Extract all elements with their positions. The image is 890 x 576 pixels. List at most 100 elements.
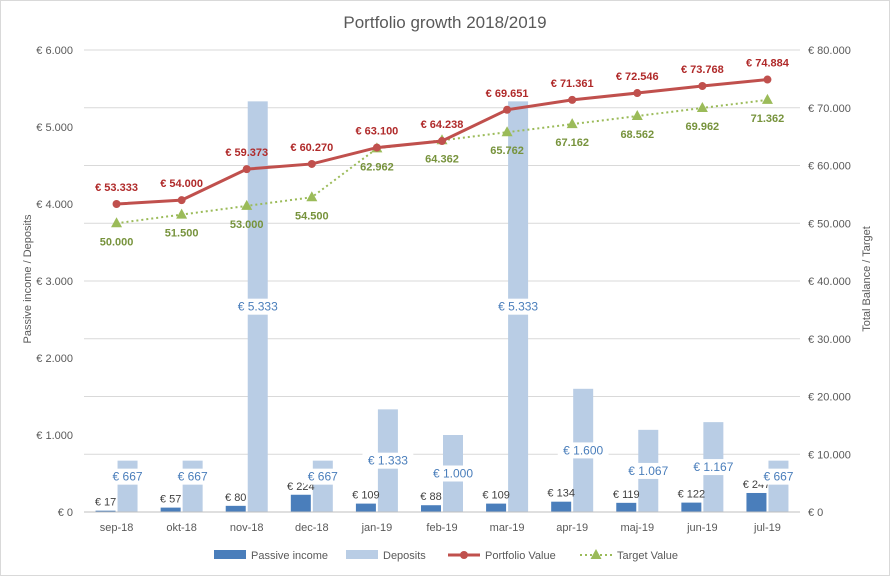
legend-marker-portfolio-value <box>460 551 468 559</box>
x-tick-label: jun-19 <box>686 522 718 534</box>
deposits-label-bg <box>427 465 479 482</box>
passive-income-bar <box>95 510 116 512</box>
portfolio-value-label: € 74.884 <box>746 58 790 70</box>
target-value-label: 62.962 <box>360 161 394 173</box>
deposits-label: € 1.333 <box>368 454 408 468</box>
legend-label-passive-income: Passive income <box>251 550 328 562</box>
target-value-marker <box>111 217 123 228</box>
passive-income-label: € 109 <box>482 490 510 502</box>
passive-income-bar <box>681 502 702 512</box>
target-value-label: 71.362 <box>751 113 785 125</box>
portfolio-value-marker <box>763 75 772 84</box>
deposits-label: € 5.333 <box>498 300 538 314</box>
passive-income-bar <box>616 502 637 512</box>
legend: Passive income Deposits Portfolio Value Tar… <box>214 549 678 562</box>
deposits-bar <box>182 460 203 512</box>
portfolio-value-marker <box>177 196 186 205</box>
x-tick-label: apr-19 <box>556 522 588 534</box>
deposits-label: € 667 <box>178 470 208 484</box>
passive-income-label: € 80 <box>225 492 246 504</box>
y-left-tick-label: € 6.000 <box>36 45 73 57</box>
passive-income-label: € 88 <box>420 491 441 503</box>
deposits-label-bg <box>687 459 739 476</box>
portfolio-value-label: € 54.000 <box>160 178 203 190</box>
target-value-label: 51.500 <box>165 228 199 240</box>
portfolio-value-marker <box>633 89 642 98</box>
y-left-tick-label: € 4.000 <box>36 199 73 211</box>
passive-income-label: € 134 <box>547 488 575 500</box>
x-tick-label: jan-19 <box>361 522 393 534</box>
deposits-bar <box>117 460 138 512</box>
passive-income-label: € 57 <box>160 494 181 506</box>
deposits-label: € 667 <box>763 470 793 484</box>
passive-income-label: € 17 <box>95 497 116 509</box>
portfolio-value-label: € 59.373 <box>225 147 268 159</box>
target-value-marker <box>241 199 253 210</box>
passive-income-bar <box>160 507 181 512</box>
portfolio-value-label: € 72.546 <box>616 71 659 83</box>
x-tick-label: dec-18 <box>295 522 329 534</box>
x-tick-label: maj-19 <box>620 522 654 534</box>
portfolio-value-label: € 64.238 <box>421 119 464 131</box>
portfolio-value-marker <box>438 137 446 146</box>
y-right-axis-title: Total Balance / Target <box>861 226 873 332</box>
y-left-tick-label: € 0 <box>58 507 73 519</box>
target-value-label: 67.162 <box>555 137 589 149</box>
deposits-label-bg <box>232 298 284 315</box>
target-value-marker <box>761 93 773 104</box>
x-tick-label: sep-18 <box>100 522 134 534</box>
target-value-label: 54.500 <box>295 210 329 222</box>
deposits-bar <box>312 460 333 512</box>
target-value-marker <box>696 101 708 112</box>
legend-marker-target-value <box>590 549 602 559</box>
y-right-tick-label: € 10.000 <box>808 449 851 461</box>
y-left-tick-label: € 2.000 <box>36 353 73 365</box>
portfolio-value-marker <box>242 165 251 174</box>
passive-income-bar <box>486 503 507 512</box>
passive-income-bar <box>746 492 767 512</box>
deposits-label-bg <box>303 468 342 485</box>
passive-income-bar <box>290 494 311 512</box>
y-right-tick-label: € 30.000 <box>808 334 851 346</box>
passive-income-bar <box>355 503 376 512</box>
target-value-marker <box>566 118 578 129</box>
portfolio-value-marker <box>112 200 121 209</box>
y-right-tick-label: € 20.000 <box>808 392 851 404</box>
legend-swatch-deposits <box>346 550 378 559</box>
portfolio-value-label: € 63.100 <box>355 126 398 138</box>
portfolio-value-label: € 53.333 <box>95 182 138 194</box>
portfolio-value-marker <box>503 105 512 114</box>
axes: € 0 € 10.000 € 20.000 € 30.000 € 40.000 € 50.… <box>36 45 851 534</box>
deposits-label-bg <box>362 452 414 469</box>
y-left-tick-label: € 1.000 <box>36 430 73 442</box>
legend-label-portfolio-value: Portfolio Value <box>485 550 556 562</box>
y-right-tick-label: € 0 <box>808 507 823 519</box>
passive-income-label: € 119 <box>613 489 640 501</box>
target-value-label: 50.000 <box>100 236 134 248</box>
deposits-bar <box>768 460 789 512</box>
deposits-label-bg <box>557 442 609 459</box>
y-left-tick-label: € 3.000 <box>36 276 73 288</box>
portfolio-value-label: € 73.768 <box>681 64 724 76</box>
passive-income-label: € 109 <box>352 490 380 502</box>
y-right-tick-label: € 40.000 <box>808 276 851 288</box>
passive-income-bar <box>225 505 246 512</box>
chart-title: Portfolio growth 2018/2019 <box>343 13 546 32</box>
x-tick-label: jul-19 <box>753 522 781 534</box>
deposits-label: € 5.333 <box>238 300 278 314</box>
target-value-label: 65.762 <box>490 145 524 157</box>
deposits-label-bg <box>622 462 674 479</box>
deposits-label: € 1.000 <box>433 467 473 481</box>
y-left-tick-label: € 5.000 <box>36 122 73 134</box>
target-value-label: 64.362 <box>425 153 459 165</box>
deposits-label: € 667 <box>308 470 338 484</box>
deposits-label-bg <box>108 468 147 485</box>
target-value-marker <box>501 126 513 137</box>
passive-income-bar <box>421 505 441 512</box>
x-tick-label: nov-18 <box>230 522 264 534</box>
deposits-label: € 1.167 <box>693 460 733 474</box>
x-tick-label: mar-19 <box>490 522 525 534</box>
portfolio-value-marker <box>372 143 381 152</box>
gridlines <box>84 49 800 455</box>
